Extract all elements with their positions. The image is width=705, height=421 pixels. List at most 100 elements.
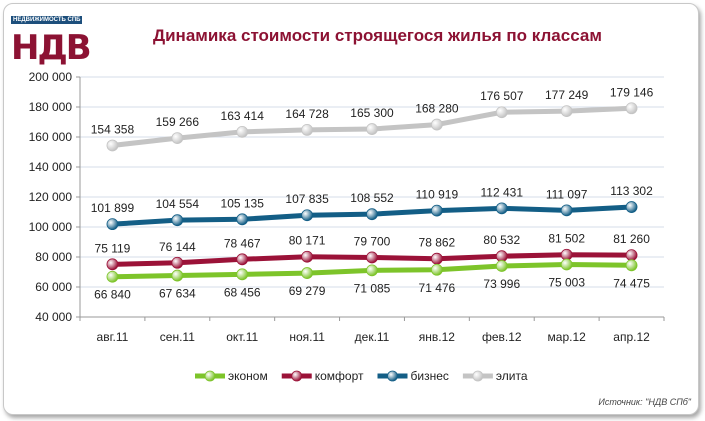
data-point: [366, 208, 378, 221]
data-label: 76 144: [159, 240, 196, 254]
data-point: [625, 102, 638, 115]
legend-marker: [204, 370, 216, 382]
data-point: [430, 204, 443, 217]
data-label: 67 634: [159, 287, 196, 301]
data-label: 111 097: [546, 187, 588, 201]
data-label: 177 249: [545, 88, 589, 102]
chart-title: Динамика стоимости строящегося жилья по …: [153, 26, 602, 45]
logo-main-text: НДВ: [11, 28, 92, 68]
data-point: [560, 105, 573, 118]
data-point: [301, 209, 314, 222]
x-tick-label: янв.12: [419, 330, 456, 344]
data-point: [301, 124, 314, 136]
data-label: 75 119: [95, 241, 131, 255]
data-label: 154 358: [91, 122, 135, 136]
legend-label: комфорт: [315, 369, 364, 383]
data-label: 113 302: [610, 184, 653, 198]
data-point: [366, 251, 378, 264]
y-tick-label: 160 000: [29, 130, 73, 144]
data-point: [625, 201, 638, 213]
data-point: [236, 253, 249, 266]
data-point: [366, 264, 378, 277]
data-point: [236, 268, 249, 281]
data-label: 81 502: [548, 232, 585, 246]
y-tick-label: 60 000: [35, 280, 72, 294]
y-tick-label: 100 000: [29, 220, 73, 234]
data-point: [106, 258, 119, 271]
data-point: [430, 263, 443, 276]
y-tick-label: 80 000: [35, 250, 72, 264]
data-label: 80 532: [483, 233, 520, 247]
data-point: [495, 260, 508, 272]
x-tick-label: фев.12: [482, 330, 522, 344]
x-tick-label: авг.11: [97, 330, 129, 344]
data-label: 78 467: [224, 236, 261, 250]
data-label: 107 835: [285, 192, 329, 206]
data-label: 74 475: [613, 276, 650, 290]
y-tick-label: 140 000: [29, 160, 73, 174]
data-point: [625, 249, 638, 262]
x-tick-label: мар.12: [548, 330, 587, 344]
legend-label: бизнес: [411, 369, 449, 383]
legend-label: элита: [496, 369, 528, 383]
data-point: [560, 258, 573, 271]
data-point: [366, 123, 378, 135]
x-tick-label: апр.12: [613, 330, 650, 344]
data-point: [236, 213, 249, 226]
x-tick-label: окт.11: [226, 330, 258, 344]
y-tick-label: 40 000: [35, 310, 72, 324]
data-point: [236, 125, 249, 138]
x-tick-label: ноя.11: [289, 330, 325, 344]
data-label: 73 996: [483, 277, 520, 291]
data-label: 112 431: [481, 185, 524, 199]
data-point: [106, 139, 119, 152]
data-point: [301, 250, 314, 263]
data-point: [495, 106, 508, 119]
data-point: [301, 267, 314, 279]
data-label: 159 266: [156, 115, 200, 129]
data-point: [495, 250, 508, 263]
data-label: 164 728: [285, 107, 329, 121]
source-note: Источник: "НДВ СПб": [598, 397, 691, 407]
data-label: 81 260: [613, 232, 650, 246]
data-label: 75 003: [548, 275, 585, 289]
legend-label: эконом: [228, 369, 268, 383]
data-point: [430, 118, 443, 131]
data-label: 179 146: [610, 85, 654, 99]
data-label: 105 135: [221, 196, 265, 210]
x-tick-label: дек.11: [355, 330, 390, 344]
data-point: [106, 270, 119, 283]
data-label: 66 840: [94, 288, 131, 302]
data-point: [430, 252, 443, 265]
data-point: [171, 132, 184, 145]
data-label: 71 476: [419, 281, 456, 295]
data-label: 108 552: [350, 191, 394, 205]
data-point: [171, 214, 184, 227]
data-label: 176 507: [480, 89, 524, 103]
x-tick-label: сен.11: [160, 330, 195, 344]
data-point: [171, 256, 184, 269]
data-label: 101 899: [91, 201, 135, 215]
data-label: 110 919: [416, 188, 459, 202]
data-label: 79 700: [354, 234, 391, 248]
data-label: 168 280: [415, 102, 459, 116]
data-point: [560, 204, 573, 217]
y-tick-label: 120 000: [29, 190, 73, 204]
data-label: 78 862: [419, 236, 456, 250]
y-tick-label: 200 000: [29, 70, 73, 84]
data-label: 163 414: [221, 109, 265, 123]
y-tick-label: 180 000: [29, 100, 73, 114]
logo: НЕДВИЖИМОСТЬ СПБ НДВ: [11, 8, 101, 68]
data-label: 104 554: [156, 197, 200, 211]
legend-marker: [387, 370, 398, 382]
data-label: 69 279: [289, 284, 326, 298]
legend-marker: [472, 370, 484, 382]
logo-top-text: НЕДВИЖИМОСТЬ СПБ: [11, 16, 83, 24]
data-point: [171, 269, 184, 282]
data-point: [495, 202, 508, 215]
data-label: 71 085: [354, 281, 391, 295]
data-label: 68 456: [224, 285, 261, 299]
data-label: 80 171: [289, 234, 326, 248]
data-point: [106, 218, 119, 231]
